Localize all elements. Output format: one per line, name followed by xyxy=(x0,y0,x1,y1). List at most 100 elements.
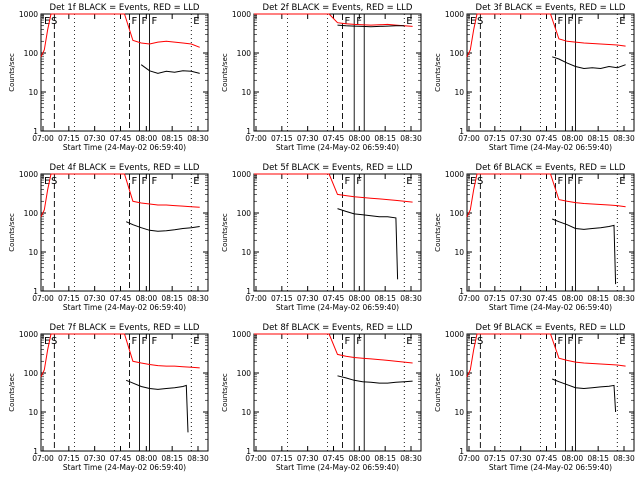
x-tick-label: 08:00 xyxy=(349,134,371,143)
event-marker-label: E xyxy=(406,16,412,27)
x-tick-label: 07:45 xyxy=(323,134,345,143)
x-tick-label: 07:45 xyxy=(536,134,558,143)
event-marker-label: F xyxy=(345,336,351,347)
events-series-line xyxy=(125,221,200,232)
x-tick-label: 07:45 xyxy=(110,454,132,463)
events-series-line xyxy=(337,375,413,384)
events-series-line xyxy=(337,24,405,28)
x-tick-label: 07:00 xyxy=(32,134,54,143)
y-axis-label: Counts/sec xyxy=(8,213,16,252)
plot-frame xyxy=(466,333,635,452)
y-tick-label: 1 xyxy=(459,287,464,296)
x-axis-label: Start Time (24-May-02 06:59:40) xyxy=(63,463,186,472)
event-marker-label: E xyxy=(470,176,476,187)
plot-frame xyxy=(466,173,635,292)
plot-frame xyxy=(253,13,422,132)
y-tick-label: 10 xyxy=(454,88,464,97)
event-marker-label: F xyxy=(345,176,351,187)
x-axis-label: Start Time (24-May-02 06:59:40) xyxy=(276,303,399,312)
y-tick-label: 100 xyxy=(450,369,465,378)
chart-title: Det 2f BLACK = Events, RED = LLD xyxy=(263,3,413,13)
x-tick-label: 07:00 xyxy=(245,294,267,303)
x-tick-label: 08:00 xyxy=(562,134,584,143)
x-axis-label: Start Time (24-May-02 06:59:40) xyxy=(63,143,186,152)
chart-panel-5: Det 5f BLACK = Events, RED = LLD 1 10 100 10… xyxy=(221,163,422,312)
y-tick-label: 1000 xyxy=(232,170,251,179)
y-tick-label: 1000 xyxy=(445,330,464,339)
y-tick-label: 100 xyxy=(237,369,252,378)
x-axis-label: Start Time (24-May-02 06:59:40) xyxy=(276,463,399,472)
x-tick-label: 07:30 xyxy=(510,294,532,303)
lld-series-line xyxy=(466,333,626,378)
y-tick-label: 1000 xyxy=(445,170,464,179)
chart-title: Det 1f BLACK = Events, RED = LLD xyxy=(50,3,200,13)
event-marker-label: F xyxy=(578,336,584,347)
x-tick-label: 08:30 xyxy=(187,294,209,303)
events-series-line xyxy=(140,64,200,74)
x-tick-label: 08:30 xyxy=(400,134,422,143)
x-tick-label: 08:15 xyxy=(161,454,183,463)
x-tick-label: 08:15 xyxy=(587,294,609,303)
x-tick-label: 08:15 xyxy=(374,294,396,303)
x-tick-label: 07:15 xyxy=(484,134,506,143)
x-tick-label: 08:15 xyxy=(161,134,183,143)
chart-panel-9: Det 9f BLACK = Events, RED = LLD 1 10 100 10… xyxy=(434,323,635,472)
y-tick-label: 10 xyxy=(454,248,464,257)
event-marker-label: E xyxy=(619,16,625,27)
y-tick-label: 1000 xyxy=(232,330,251,339)
lld-series-line xyxy=(466,13,626,58)
event-marker-label: F xyxy=(142,176,148,187)
chart-panel-4: Det 4f BLACK = Events, RED = LLD 1 10 100 10… xyxy=(8,163,209,312)
y-tick-label: 1 xyxy=(246,127,251,136)
event-marker-label: F xyxy=(356,16,362,27)
events-series-line xyxy=(337,208,399,280)
plot-frame xyxy=(253,333,422,452)
y-tick-label: 1 xyxy=(33,287,38,296)
lld-series-line xyxy=(40,333,200,378)
chart-title: Det 8f BLACK = Events, RED = LLD xyxy=(263,323,413,333)
event-marker-label: F xyxy=(142,16,148,27)
event-marker-label: E xyxy=(470,336,476,347)
lld-series-line xyxy=(466,173,626,218)
x-tick-label: 08:15 xyxy=(587,454,609,463)
x-tick-label: 08:30 xyxy=(613,454,635,463)
x-tick-label: 08:30 xyxy=(613,134,635,143)
plot-frame xyxy=(40,333,209,452)
events-series-line xyxy=(552,378,617,413)
y-tick-label: 1000 xyxy=(19,10,38,19)
event-marker-label: S xyxy=(51,16,57,27)
x-tick-label: 07:15 xyxy=(271,134,293,143)
event-marker-label: F xyxy=(356,336,362,347)
event-marker-label: S xyxy=(477,176,483,187)
y-tick-label: 1000 xyxy=(19,330,38,339)
chart-panel-1: Det 1f BLACK = Events, RED = LLD 1 10 100 10… xyxy=(8,3,209,152)
chart-title: Det 5f BLACK = Events, RED = LLD xyxy=(263,163,413,173)
x-tick-label: 07:15 xyxy=(58,294,80,303)
y-tick-label: 100 xyxy=(237,49,252,58)
chart-title: Det 6f BLACK = Events, RED = LLD xyxy=(476,163,626,173)
x-axis-label: Start Time (24-May-02 06:59:40) xyxy=(489,303,612,312)
event-marker-label: E xyxy=(619,336,625,347)
y-tick-label: 10 xyxy=(241,408,251,417)
x-tick-label: 08:00 xyxy=(349,454,371,463)
events-series-line xyxy=(126,379,189,433)
chart-title: Det 4f BLACK = Events, RED = LLD xyxy=(50,163,200,173)
event-marker-label: E xyxy=(44,16,50,27)
y-tick-label: 1000 xyxy=(232,10,251,19)
chart-title: Det 7f BLACK = Events, RED = LLD xyxy=(50,323,200,333)
y-axis-label: Counts/sec xyxy=(221,53,229,92)
x-tick-label: 08:30 xyxy=(613,294,635,303)
x-tick-label: 07:30 xyxy=(297,294,319,303)
lld-series-line xyxy=(254,13,413,27)
events-series-line xyxy=(552,218,617,285)
x-tick-label: 07:30 xyxy=(84,134,106,143)
y-tick-label: 10 xyxy=(28,88,38,97)
y-axis-label: Counts/sec xyxy=(221,213,229,252)
plot-frame xyxy=(40,173,209,292)
event-marker-label: S xyxy=(477,16,483,27)
x-tick-label: 07:15 xyxy=(271,294,293,303)
x-tick-label: 07:30 xyxy=(297,134,319,143)
y-tick-label: 1 xyxy=(246,447,251,456)
x-tick-label: 07:45 xyxy=(536,294,558,303)
event-marker-label: F xyxy=(568,176,574,187)
